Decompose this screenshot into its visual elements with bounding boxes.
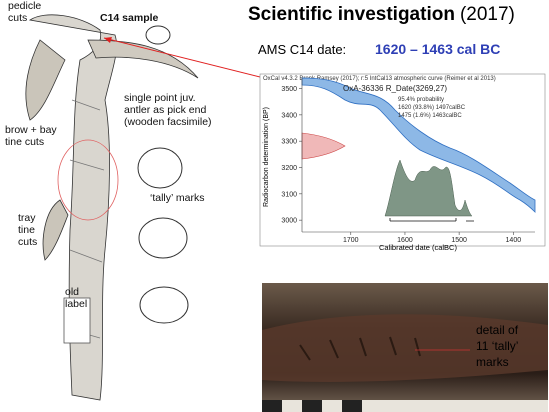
x-axis-label: Calibrated date (calBC) <box>379 243 457 252</box>
photo-caption: detail of 11 ‘tally’ marks <box>476 323 519 369</box>
range-bars <box>389 218 474 222</box>
range-1: 1620 (93.8%) 1497calBC <box>398 105 466 111</box>
antler-drawing <box>25 14 199 401</box>
drawing-label: ‘tally’ marks <box>150 192 204 204</box>
drawing-label: pedicle <box>8 0 41 12</box>
x-tick-label: 1400 <box>506 237 522 244</box>
drawing-label: C14 sample <box>100 12 159 24</box>
sample-name: OxA-36336 R_Date(3269,27) <box>343 84 447 93</box>
plot-header: OxCal v4.3.2 Bronk Ramsey (2017); r:5 In… <box>263 76 496 82</box>
probability: 95.4% probability <box>398 97 444 103</box>
y-tick-label: 3300 <box>281 139 297 146</box>
caption-line: marks <box>476 355 509 369</box>
arrow-head <box>104 37 112 43</box>
y-tick-label: 3400 <box>281 112 297 119</box>
drawing-label: tray <box>18 212 36 224</box>
tally-highlight <box>57 139 119 221</box>
calibrated-distribution <box>384 159 473 217</box>
cross-sections <box>137 25 189 324</box>
photo-scale <box>262 400 548 412</box>
calibration-curve <box>301 77 536 213</box>
y-axis-label: Radiocarbon determination (BP) <box>263 107 270 207</box>
photo-marks <box>299 336 421 361</box>
radiocarbon-distribution <box>301 132 346 160</box>
x-tick-label: 1600 <box>397 237 413 244</box>
date-label: AMS C14 date: <box>258 42 346 57</box>
x-tick-label: 1700 <box>343 237 359 244</box>
y-tick-label: 3000 <box>281 218 297 225</box>
drawing-label: label <box>65 298 87 310</box>
x-tick-label: 1500 <box>451 237 467 244</box>
drawing-label: (wooden facsimile) <box>124 116 212 128</box>
y-tick-label: 3200 <box>281 165 297 172</box>
scale-blocks <box>262 400 362 412</box>
calibration-plot: 3000 3100 3200 3300 3400 3500 1700 1600 1500 1400 <box>281 77 536 244</box>
sample-arrow <box>103 37 273 81</box>
drawing-label: cuts <box>8 12 27 24</box>
drawing-label: brow + bay <box>5 124 57 136</box>
caption-line: detail of <box>476 323 519 337</box>
y-tick-label: 3500 <box>281 86 297 93</box>
drawing-label: tine cuts <box>5 136 44 148</box>
range-2: 1475 (1.6%) 1463calBC <box>398 113 462 119</box>
title: Scientific investigation (2017) <box>248 4 515 25</box>
drawing-label: old <box>65 286 79 298</box>
caption-line: 11 ‘tally’ <box>476 339 518 353</box>
photo-antler <box>262 314 548 382</box>
y-tick-label: 3100 <box>281 191 297 198</box>
drawing-label: single point juv. <box>124 92 196 104</box>
plot-frame <box>259 73 546 247</box>
drawing-label: tine <box>18 224 35 236</box>
drawing-label: antler as pick end <box>124 104 206 116</box>
drawing-label: cuts <box>18 236 37 248</box>
date-value: 1620 – 1463 cal BC <box>375 41 500 57</box>
